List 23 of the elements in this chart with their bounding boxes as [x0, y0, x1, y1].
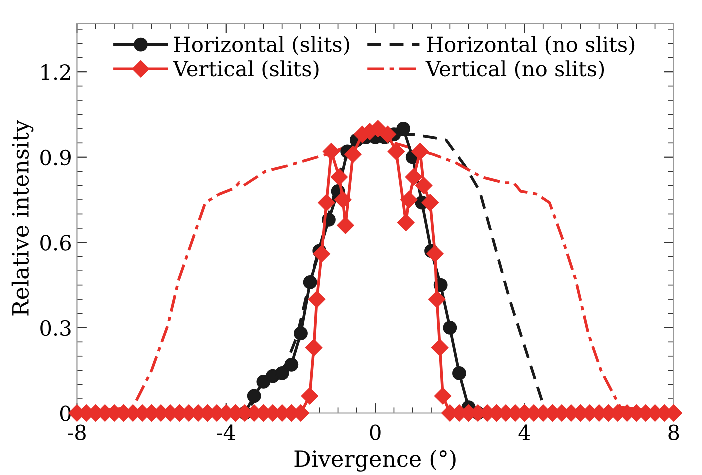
point — [396, 122, 410, 136]
x-axis-title: Divergence (°) — [294, 450, 456, 472]
point — [303, 276, 318, 290]
x-tick-label: 8 — [668, 424, 680, 440]
y-axis-title: Relative intensity — [12, 120, 34, 316]
point — [247, 389, 262, 404]
x-tick-label: -8 — [68, 424, 86, 440]
y-tick-label: 0.6 — [40, 235, 72, 251]
legend-label: Vertical (no slits) — [426, 60, 604, 80]
point — [443, 321, 458, 335]
x-tick-label: 0 — [370, 424, 381, 440]
point — [452, 366, 466, 380]
point — [294, 326, 308, 341]
point — [284, 358, 299, 372]
y-tick-label: 1.2 — [42, 64, 70, 80]
point — [275, 366, 290, 380]
legend-label: Horizontal (slits) — [174, 36, 350, 56]
x-tick-label: -4 — [217, 424, 236, 440]
legend-label: Vertical (slits) — [173, 60, 319, 80]
y-tick-label: 0.9 — [40, 150, 71, 166]
y-tick-label: 0.3 — [40, 320, 71, 336]
x-tick-label: 4 — [518, 424, 530, 440]
legend-label: Horizontal (no slits) — [427, 36, 635, 56]
